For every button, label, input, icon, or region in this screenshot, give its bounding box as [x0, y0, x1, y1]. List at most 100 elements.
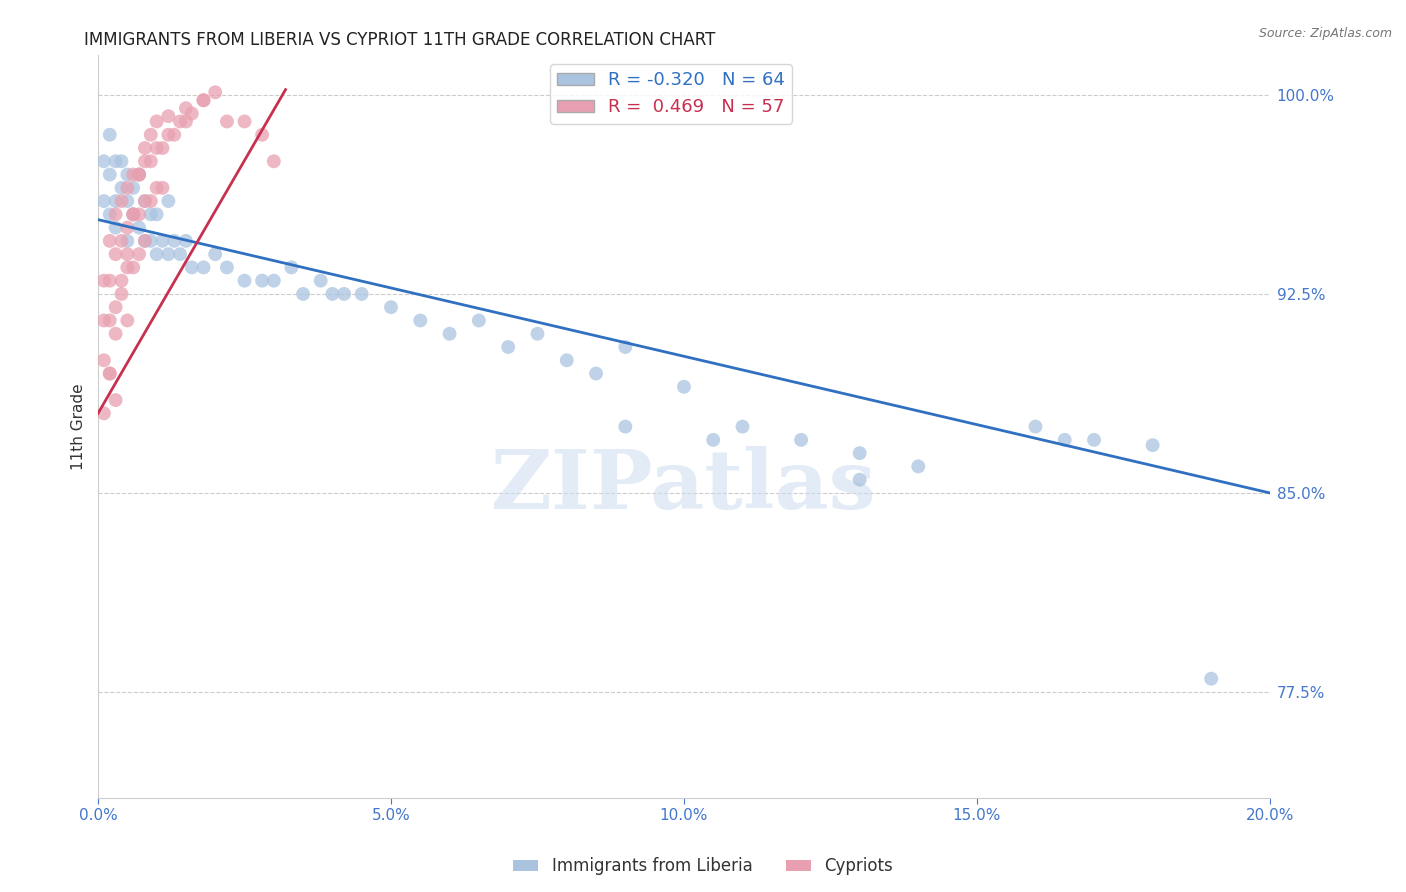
Point: [139, 194, 162, 208]
Point: [117, 260, 139, 275]
Point: [93, 154, 115, 169]
Text: ZIPatlas: ZIPatlas: [491, 446, 877, 526]
Point: [104, 194, 127, 208]
Point: [848, 446, 870, 460]
Point: [215, 114, 238, 128]
Point: [128, 247, 150, 261]
Point: [731, 419, 754, 434]
Point: [309, 274, 332, 288]
Point: [907, 459, 929, 474]
Point: [128, 220, 150, 235]
Text: Source: ZipAtlas.com: Source: ZipAtlas.com: [1258, 27, 1392, 40]
Point: [93, 353, 115, 368]
Point: [614, 340, 637, 354]
Y-axis label: 11th Grade: 11th Grade: [72, 384, 86, 470]
Point: [157, 128, 180, 142]
Point: [1083, 433, 1105, 447]
Point: [104, 393, 127, 408]
Point: [292, 287, 315, 301]
Point: [117, 194, 139, 208]
Point: [122, 207, 145, 221]
Point: [117, 220, 139, 235]
Point: [169, 247, 191, 261]
Point: [104, 207, 127, 221]
Point: [193, 93, 215, 107]
Point: [134, 154, 156, 169]
Point: [157, 194, 180, 208]
Point: [93, 313, 115, 327]
Point: [98, 367, 121, 381]
Point: [134, 194, 156, 208]
Point: [1053, 433, 1076, 447]
Point: [848, 473, 870, 487]
Point: [702, 433, 724, 447]
Point: [152, 181, 174, 195]
Text: IMMIGRANTS FROM LIBERIA VS CYPRIOT 11TH GRADE CORRELATION CHART: IMMIGRANTS FROM LIBERIA VS CYPRIOT 11TH …: [84, 31, 716, 49]
Point: [204, 85, 226, 99]
Point: [1142, 438, 1164, 452]
Point: [122, 260, 145, 275]
Point: [98, 313, 121, 327]
Point: [122, 207, 145, 221]
Point: [321, 287, 343, 301]
Point: [139, 207, 162, 221]
Point: [117, 313, 139, 327]
Point: [122, 168, 145, 182]
Point: [110, 287, 132, 301]
Point: [110, 274, 132, 288]
Point: [98, 274, 121, 288]
Point: [145, 247, 167, 261]
Point: [215, 260, 238, 275]
Point: [672, 380, 695, 394]
Point: [134, 234, 156, 248]
Legend: R = -0.320   N = 64, R =  0.469   N = 57: R = -0.320 N = 64, R = 0.469 N = 57: [550, 64, 792, 124]
Point: [145, 141, 167, 155]
Point: [152, 141, 174, 155]
Point: [98, 367, 121, 381]
Point: [110, 234, 132, 248]
Point: [174, 101, 197, 115]
Point: [122, 181, 145, 195]
Point: [117, 181, 139, 195]
Point: [104, 220, 127, 235]
Point: [110, 194, 132, 208]
Point: [169, 114, 191, 128]
Point: [1199, 672, 1222, 686]
Point: [157, 247, 180, 261]
Point: [204, 247, 226, 261]
Point: [555, 353, 578, 368]
Point: [93, 406, 115, 420]
Point: [145, 207, 167, 221]
Point: [409, 313, 432, 327]
Point: [104, 154, 127, 169]
Point: [104, 326, 127, 341]
Point: [233, 114, 256, 128]
Point: [134, 141, 156, 155]
Point: [180, 260, 202, 275]
Point: [380, 300, 402, 314]
Point: [139, 234, 162, 248]
Point: [93, 274, 115, 288]
Point: [790, 433, 813, 447]
Point: [110, 181, 132, 195]
Point: [128, 168, 150, 182]
Point: [139, 128, 162, 142]
Point: [157, 109, 180, 123]
Point: [128, 207, 150, 221]
Point: [110, 154, 132, 169]
Point: [163, 234, 186, 248]
Point: [163, 128, 186, 142]
Point: [145, 114, 167, 128]
Point: [263, 154, 285, 169]
Point: [233, 274, 256, 288]
Point: [134, 234, 156, 248]
Point: [585, 367, 607, 381]
Point: [193, 93, 215, 107]
Legend: Immigrants from Liberia, Cypriots: Immigrants from Liberia, Cypriots: [506, 851, 900, 882]
Point: [98, 128, 121, 142]
Point: [104, 300, 127, 314]
Point: [614, 419, 637, 434]
Point: [526, 326, 548, 341]
Point: [250, 274, 273, 288]
Point: [439, 326, 461, 341]
